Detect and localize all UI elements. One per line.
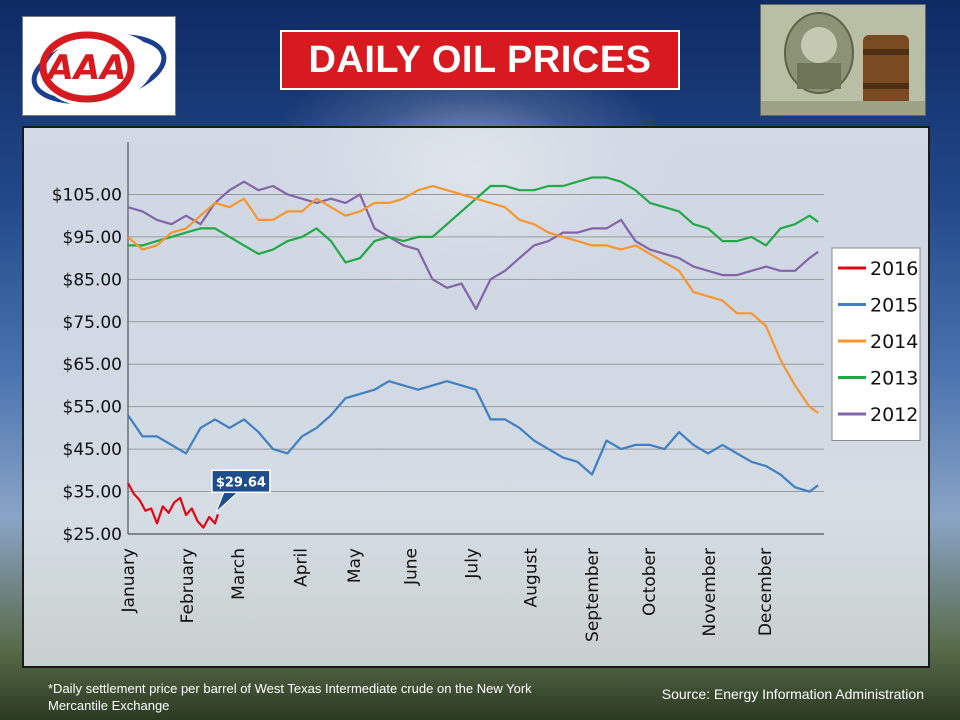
y-tick-label: $75.00	[63, 313, 122, 333]
legend-box	[831, 247, 921, 441]
legend-label-2015: 2015	[870, 295, 918, 317]
series-line-2012	[127, 180, 819, 311]
y-tick-label: $55.00	[63, 398, 122, 418]
series-line-2016	[127, 482, 219, 529]
aaa-logo-icon: AAA	[31, 31, 167, 107]
y-tick-label: $25.00	[63, 525, 122, 545]
y-tick-label: $65.00	[63, 355, 122, 375]
annotation-layer: $29.64	[211, 469, 271, 513]
callout-pointer	[215, 491, 240, 513]
legend-label-2014: 2014	[870, 331, 918, 353]
series-layer	[127, 176, 819, 529]
chart-panel: $25.00 $35.00 $45.00 $55.00 $65.00 $75.00 $85.…	[22, 126, 930, 668]
logo-text: AAA	[45, 48, 127, 88]
series-line-2015	[127, 380, 819, 493]
x-tick-label: April	[291, 548, 311, 587]
x-tick-label: September	[583, 548, 603, 642]
aaa-logo: AAA	[22, 16, 176, 116]
y-tick-label: $105.00	[52, 185, 122, 205]
page-title: DAILY OIL PRICES	[280, 30, 680, 90]
oil-price-chart: $25.00 $35.00 $45.00 $55.00 $65.00 $75.00 $85.…	[52, 142, 921, 642]
x-tick-label: January	[119, 548, 139, 613]
axis-layer: $25.00 $35.00 $45.00 $55.00 $65.00 $75.00 $85.…	[52, 142, 824, 642]
dollar-bill-icon	[761, 5, 925, 115]
x-tick-label: February	[178, 548, 198, 623]
y-tick-label: $85.00	[63, 270, 122, 290]
legend-label-2016: 2016	[870, 258, 918, 280]
legend: 2016 2015 2014 2013 2012	[831, 247, 921, 441]
y-tick-label: $45.00	[63, 440, 122, 460]
footnote: *Daily settlement price per barrel of We…	[48, 681, 532, 713]
callout-box	[211, 469, 271, 494]
x-tick-label: June	[401, 548, 421, 586]
y-tick-label: $35.00	[63, 483, 122, 503]
x-tick-label: August	[522, 548, 542, 608]
x-tick-label: March	[229, 548, 249, 600]
x-tick-label: December	[756, 548, 776, 636]
y-tick-label: $95.00	[63, 228, 122, 248]
legend-label-2012: 2012	[870, 404, 918, 426]
callout-label: $29.64	[216, 475, 266, 490]
x-tick-label: May	[345, 548, 365, 583]
x-tick-label: October	[640, 548, 660, 616]
series-line-2014	[127, 184, 819, 414]
legend-label-2013: 2013	[870, 368, 918, 390]
x-tick-label: July	[462, 548, 482, 580]
dollar-image	[760, 4, 926, 116]
source-note: Source: Energy Information Administratio…	[661, 686, 924, 702]
x-tick-label: November	[700, 548, 720, 636]
